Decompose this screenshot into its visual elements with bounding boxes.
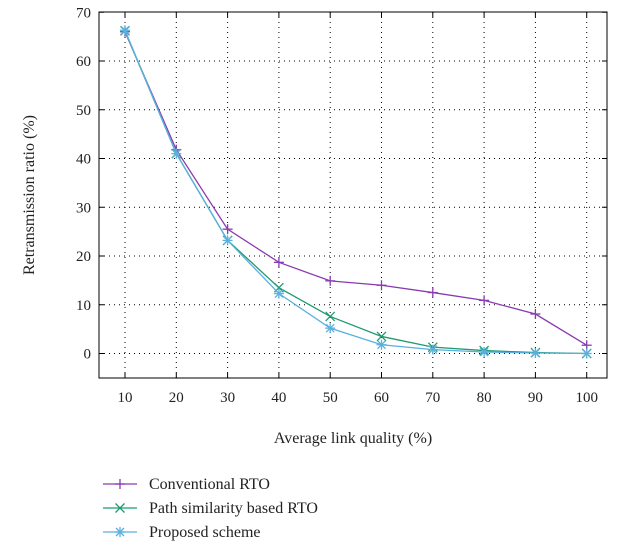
- x-tick-label: 100: [575, 390, 598, 406]
- legend-item: Conventional RTO: [103, 476, 270, 493]
- data-point-marker: [325, 311, 336, 322]
- data-point-marker: [171, 148, 182, 159]
- y-tick-label: 10: [76, 298, 91, 314]
- legend-label: Path similarity based RTO: [149, 500, 318, 517]
- x-tick-label: 90: [528, 390, 543, 406]
- series-2: [120, 25, 592, 359]
- x-tick-label: 40: [271, 390, 286, 406]
- legend-label: Conventional RTO: [149, 476, 270, 493]
- grid-lines: [99, 12, 607, 378]
- data-point-marker: [273, 257, 284, 268]
- data-point-marker: [325, 323, 336, 334]
- data-point-marker: [530, 348, 541, 359]
- y-tick-label: 60: [76, 54, 91, 70]
- data-point-marker: [427, 344, 438, 355]
- legend-marker: [115, 503, 125, 513]
- data-point-marker: [120, 25, 130, 36]
- data-point-marker: [530, 309, 541, 320]
- x-axis-label: Average link quality (%): [274, 430, 432, 447]
- data-point-marker: [376, 331, 387, 342]
- legend-marker: [115, 527, 125, 537]
- data-point-marker: [376, 339, 387, 350]
- y-tick-label: 30: [76, 200, 91, 216]
- series-line: [124, 30, 587, 355]
- y-tick-label: 70: [76, 5, 91, 21]
- data-point-marker: [376, 280, 387, 291]
- legend-item: Proposed scheme: [103, 524, 261, 541]
- series-line: [124, 31, 588, 346]
- y-tick-label: 50: [76, 103, 91, 119]
- series-3: [120, 25, 592, 359]
- data-point-marker: [222, 224, 233, 235]
- y-tick-label: 40: [76, 152, 91, 168]
- y-tick-label: 0: [84, 347, 92, 363]
- data-point-marker: [581, 348, 592, 359]
- y-axis-label: Retransmission ratio (%): [21, 115, 38, 275]
- plot-frame: [98, 11, 608, 379]
- x-tick-label: 50: [323, 390, 338, 406]
- legend-label: Proposed scheme: [149, 524, 261, 541]
- legend: Conventional RTO Path similarity based RT…: [103, 476, 318, 541]
- data-point-marker: [222, 235, 233, 246]
- legend-marker: [115, 479, 125, 489]
- data-point-marker: [427, 287, 438, 298]
- x-tick-label: 70: [425, 390, 440, 406]
- legend-item: Path similarity based RTO: [103, 500, 318, 517]
- axis-ticks: 0 10 20 30 40 50 60 70 10 20 30 40 50 60 70 80 90 100: [76, 5, 607, 406]
- data-point-marker: [479, 347, 490, 358]
- x-tick-label: 20: [169, 390, 184, 406]
- data-point-marker: [479, 295, 490, 306]
- data-point-marker: [325, 275, 336, 286]
- x-tick-label: 60: [374, 390, 389, 406]
- x-tick-label: 10: [118, 390, 133, 406]
- y-tick-label: 20: [76, 249, 91, 265]
- x-tick-label: 30: [220, 390, 235, 406]
- series-1: [120, 26, 592, 351]
- data-point-marker: [273, 288, 284, 299]
- x-tick-label: 80: [477, 390, 492, 406]
- series-group: [120, 25, 592, 359]
